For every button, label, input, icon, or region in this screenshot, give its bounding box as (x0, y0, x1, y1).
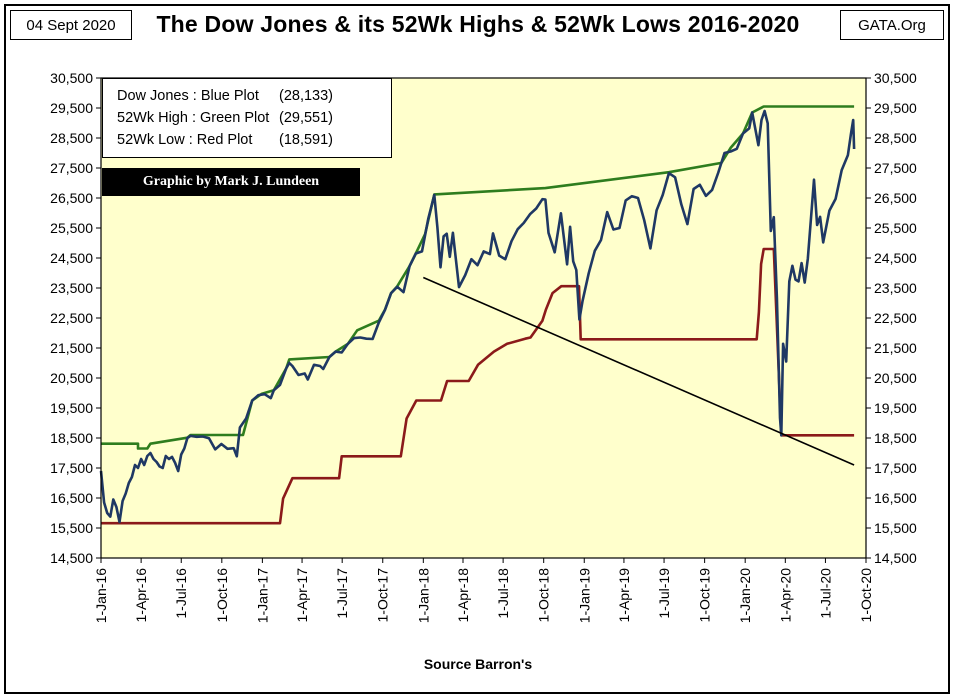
x-tick-label: 1-Oct-19 (697, 568, 713, 623)
x-tick-label: 1-Jul-18 (495, 568, 511, 619)
y-tick-label-right: 20,500 (874, 370, 917, 386)
x-tick-label: 1-Jan-17 (254, 568, 270, 623)
y-tick-label-left: 29,500 (50, 100, 93, 116)
x-tick-label: 1-Jul-20 (817, 568, 833, 619)
legend-row-low: 52Wk Low : Red Plot (18,591) (117, 129, 391, 151)
credit-banner: Graphic by Mark J. Lundeen (102, 168, 360, 196)
date-label: 04 Sept 2020 (10, 10, 132, 40)
legend-value-low: (18,591) (279, 132, 334, 148)
y-tick-label-right: 24,500 (874, 250, 917, 266)
x-tick-label: 1-Jul-17 (334, 568, 350, 619)
y-axis-right: 30,500 29,500 28,500 27,500 26,500 25,500 24,5… (866, 70, 917, 566)
y-tick-label-right: 28,500 (874, 130, 917, 146)
legend-row-high: 52Wk High : Green Plot (29,551) (117, 107, 391, 129)
x-tick-label: 1-Oct-17 (375, 568, 391, 623)
legend-value-dow: (28,133) (279, 88, 334, 104)
y-tick-label-left: 26,500 (50, 190, 93, 206)
legend-label-dow: Dow Jones : Blue Plot (117, 88, 259, 104)
plot-border (100, 77, 867, 559)
y-tick-label-left: 18,500 (50, 430, 93, 446)
y-tick-label-right: 21,500 (874, 340, 917, 356)
y-tick-label-left: 21,500 (50, 340, 93, 356)
y-tick-label-left: 14,500 (50, 550, 93, 566)
legend-value-high: (29,551) (279, 110, 334, 126)
x-tick-label: 1-Jan-19 (576, 568, 592, 623)
y-tick-label-right: 22,500 (874, 310, 917, 326)
series-dow-jones (99, 109, 856, 524)
x-tick-label: 1-Oct-20 (858, 568, 874, 623)
legend: Dow Jones : Blue Plot (28,133) 52Wk High… (102, 78, 392, 158)
y-tick-label-left: 30,500 (50, 70, 93, 86)
y-tick-label-left: 19,500 (50, 400, 93, 416)
y-tick-label-right: 19,500 (874, 400, 917, 416)
y-tick-label-left: 16,500 (50, 490, 93, 506)
y-tick-label-right: 14,500 (874, 550, 917, 566)
y-axis-left: 30,500 29,500 28,500 27,500 26,500 25,500 24,5… (50, 70, 101, 566)
legend-label-high: 52Wk High : Green Plot (117, 110, 270, 126)
x-tick-label: 1-Jan-20 (737, 568, 753, 623)
y-tick-label-right: 15,500 (874, 520, 917, 536)
x-axis-label: Source Barron's (423, 656, 533, 672)
x-tick-label: 1-Oct-18 (536, 568, 552, 623)
x-tick-label: 1-Jan-16 (93, 568, 109, 623)
y-tick-label-right: 16,500 (874, 490, 917, 506)
y-tick-label-left: 17,500 (50, 460, 93, 476)
legend-row-dow: Dow Jones : Blue Plot (28,133) (117, 85, 391, 107)
x-tick-label: 1-Jul-16 (173, 568, 189, 619)
y-tick-label-left: 24,500 (50, 250, 93, 266)
x-tick-label: 1-Apr-20 (777, 568, 793, 623)
y-tick-label-right: 23,500 (874, 280, 917, 296)
legend-label-low: 52Wk Low : Red Plot (117, 132, 253, 148)
y-tick-label-right: 29,500 (874, 100, 917, 116)
chart-title: The Dow Jones & its 52Wk Highs & 52Wk Lo… (156, 11, 800, 37)
x-tick-label: 1-Apr-19 (616, 568, 632, 623)
x-tick-label: 1-Apr-18 (455, 568, 471, 623)
trend-line (422, 276, 855, 466)
y-tick-label-left: 15,500 (50, 520, 93, 536)
series-layer (99, 105, 856, 525)
x-tick-label: 1-Jul-19 (656, 568, 672, 619)
x-axis: 1-Jan-16 1-Apr-16 1-Jul-16 1-Oct-16 1-Jan-17… (93, 558, 874, 623)
y-tick-label-left: 28,500 (50, 130, 93, 146)
x-tick-label: 1-Jan-18 (415, 568, 431, 623)
y-tick-label-right: 18,500 (874, 430, 917, 446)
y-tick-label-left: 22,500 (50, 310, 93, 326)
series-52wk-low (101, 247, 855, 525)
x-tick-label: 1-Oct-16 (214, 568, 230, 623)
x-tick-label: 1-Apr-17 (294, 568, 310, 623)
y-tick-label-right: 27,500 (874, 160, 917, 176)
y-tick-label-right: 17,500 (874, 460, 917, 476)
y-tick-label-left: 27,500 (50, 160, 93, 176)
y-tick-label-right: 26,500 (874, 190, 917, 206)
plot-area (101, 78, 866, 558)
site-label: GATA.Org (840, 10, 944, 40)
y-tick-label-right: 25,500 (874, 220, 917, 236)
x-tick-label: 1-Apr-16 (133, 568, 149, 623)
y-tick-label-left: 25,500 (50, 220, 93, 236)
y-tick-label-left: 20,500 (50, 370, 93, 386)
y-tick-label-left: 23,500 (50, 280, 93, 296)
y-tick-label-right: 30,500 (874, 70, 917, 86)
